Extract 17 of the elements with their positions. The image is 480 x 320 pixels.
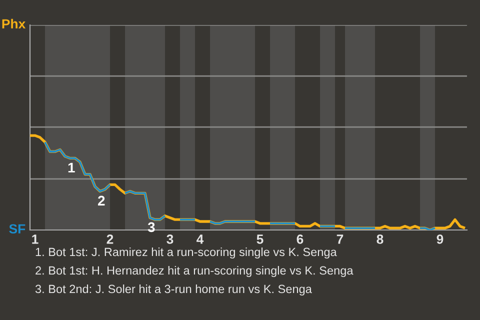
x-tick-label: 8 [376, 234, 384, 244]
x-tick-label: 5 [256, 234, 264, 244]
x-tick-label: 4 [196, 234, 204, 244]
x-tick-label: 3 [166, 234, 174, 244]
x-tick-label: 7 [336, 234, 344, 244]
x-tick-label: 1 [32, 234, 38, 244]
text: 2. Bot 1st: H. Hernandez hit a run-scoring single vs K. Senga [36, 266, 354, 277]
text: 1. Bot 1st: J. Ramirez hit a run-scoring single vs K. Senga [36, 247, 337, 259]
x-tick-label: 2 [106, 234, 114, 244]
annotation: 2 [98, 196, 105, 206]
text: 3. Bot 2nd: J. Soler hit a 3-run home run vs K. Senga [35, 284, 312, 296]
x-tick-label: 9 [436, 234, 444, 244]
text: SF [9, 224, 26, 234]
x-tick-label: 6 [296, 234, 304, 244]
text: Phx [2, 18, 26, 28]
annotation: 3 [148, 222, 155, 232]
annotation: 1 [68, 162, 75, 172]
